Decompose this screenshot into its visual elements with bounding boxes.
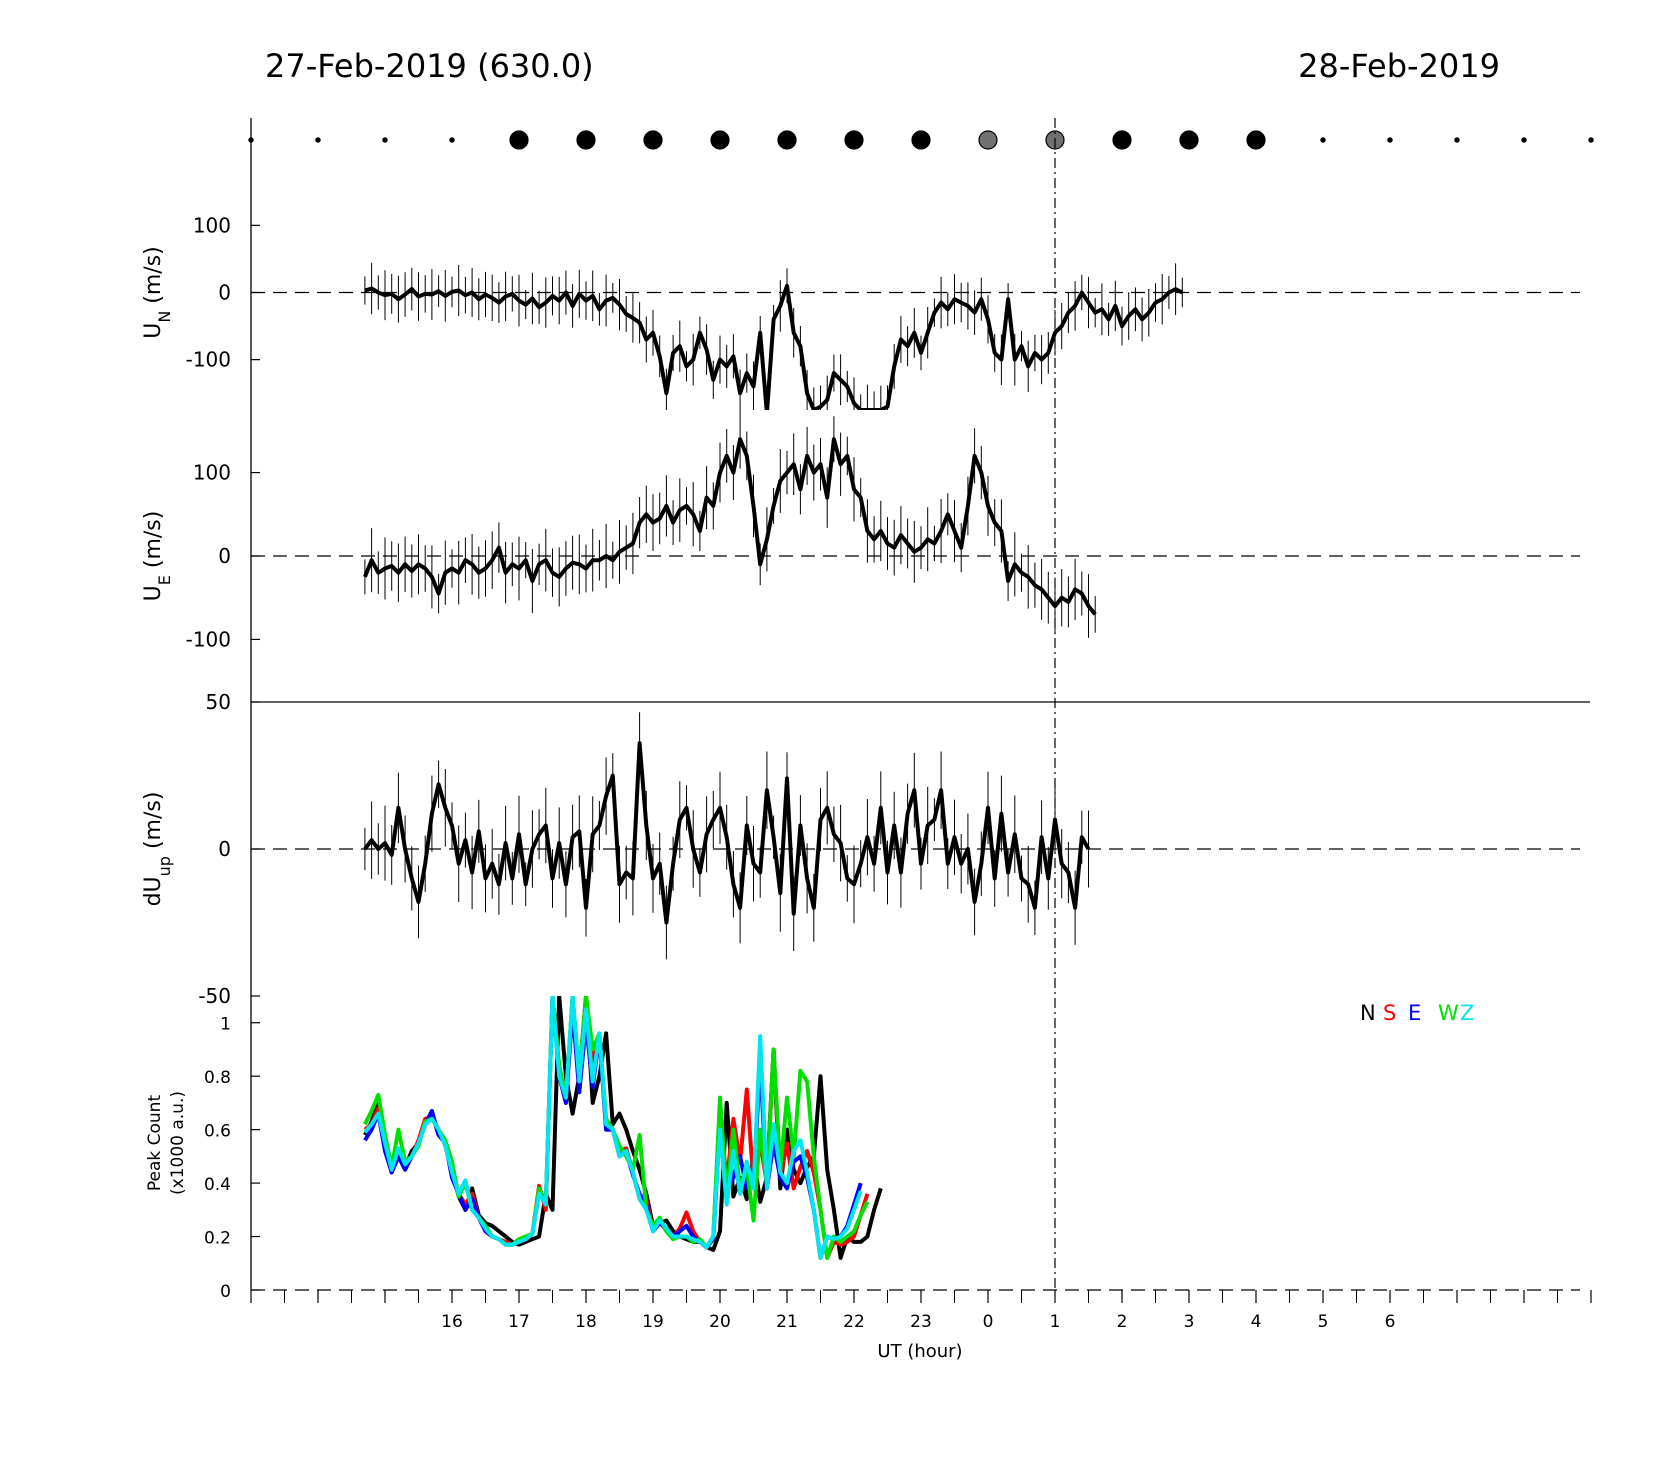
x-tick-label: 6 <box>1385 1312 1396 1332</box>
x-tick-label: 1 <box>1050 1312 1061 1332</box>
moon-marker <box>643 130 663 150</box>
y-tick-label: -100 <box>186 348 231 372</box>
x-tick-label: 21 <box>776 1312 798 1332</box>
moon-marker <box>1112 130 1132 150</box>
x-axis-label: UT (hour) <box>877 1341 962 1362</box>
x-tick-label: 16 <box>441 1312 463 1332</box>
y-tick-label: 0 <box>218 281 231 305</box>
moon-marker <box>978 130 998 150</box>
x-tick-label: 4 <box>1251 1312 1262 1332</box>
series-line-Z <box>363 996 863 1260</box>
y-axis-label-units: (x1000 a.u.) <box>168 1091 188 1195</box>
y-tick-label: 100 <box>193 213 231 237</box>
legend-item-N: N <box>1360 1001 1376 1025</box>
y-tick-label: 0 <box>218 837 231 861</box>
x-tick-label: 23 <box>910 1312 932 1332</box>
x-tick-label: 19 <box>642 1312 664 1332</box>
x-tick-label: 22 <box>843 1312 865 1332</box>
y-tick-label: 0.8 <box>204 1068 231 1088</box>
moon-marker <box>844 130 864 150</box>
y-tick-label: 100 <box>193 461 231 485</box>
series-line <box>363 437 1097 616</box>
data-area <box>364 262 1184 410</box>
x-tick-label: 0 <box>983 1312 994 1332</box>
series-line <box>363 741 1091 925</box>
x-tick-label: 5 <box>1318 1312 1329 1332</box>
legend-item-S: S <box>1383 1001 1396 1025</box>
panel-un: 100 0 -100 UN (m/s) <box>141 118 1580 410</box>
title-left: 27-Feb-2019 (630.0) <box>265 47 594 85</box>
moon-marker <box>1246 130 1266 150</box>
data-area <box>363 712 1091 960</box>
x-tick-label: 20 <box>709 1312 731 1332</box>
y-tick-label: 0 <box>220 1282 231 1302</box>
moon-marker <box>1387 137 1393 143</box>
moon-marker <box>382 137 388 143</box>
moon-marker <box>1454 137 1460 143</box>
data-area <box>363 410 1097 638</box>
panel-dup: 50 0 -50 dUup (m/s) <box>141 690 1590 1008</box>
moon-marker <box>1521 137 1527 143</box>
moon-marker <box>509 130 529 150</box>
y-tick-label: 1 <box>220 1015 231 1035</box>
y-axis-label: dUup (m/s) <box>141 792 174 907</box>
x-tick-label: 17 <box>508 1312 530 1332</box>
legend: N S E W Z <box>1360 1001 1474 1025</box>
moon-marker <box>710 130 730 150</box>
y-tick-label: -50 <box>198 984 231 1008</box>
legend-item-W: W <box>1438 1001 1459 1025</box>
legend-item-Z: Z <box>1460 1001 1474 1025</box>
y-axis-label: UN (m/s) <box>141 246 174 339</box>
y-tick-label: 0 <box>218 544 231 568</box>
moon-marker <box>449 137 455 143</box>
panel-ue: 100 0 -100 UE (m/s) <box>141 410 1580 702</box>
y-axis-label: UE (m/s) <box>141 511 174 602</box>
y-tick-label: 0.6 <box>204 1122 231 1142</box>
title-right: 28-Feb-2019 <box>1298 47 1500 85</box>
moon-marker <box>315 137 321 143</box>
moon-marker <box>576 130 596 150</box>
x-tick-label: 18 <box>575 1312 597 1332</box>
y-tick-label: 0.4 <box>204 1175 231 1195</box>
data-area <box>363 996 883 1260</box>
moon-marker <box>1320 137 1326 143</box>
y-tick-label: 0.2 <box>204 1229 231 1249</box>
moon-marker <box>911 130 931 150</box>
series-line <box>364 283 1184 410</box>
moon-marker <box>1179 130 1199 150</box>
y-tick-label: 50 <box>206 690 231 714</box>
moon-marker <box>1588 137 1594 143</box>
x-tick-label: 2 <box>1117 1312 1128 1332</box>
x-tick-label: 3 <box>1184 1312 1195 1332</box>
legend-item-E: E <box>1408 1001 1421 1025</box>
moon-marker <box>777 130 797 150</box>
y-tick-label: -100 <box>186 627 231 651</box>
moon-marker-row <box>248 130 1594 150</box>
y-axis-label: Peak Count <box>145 1095 165 1192</box>
